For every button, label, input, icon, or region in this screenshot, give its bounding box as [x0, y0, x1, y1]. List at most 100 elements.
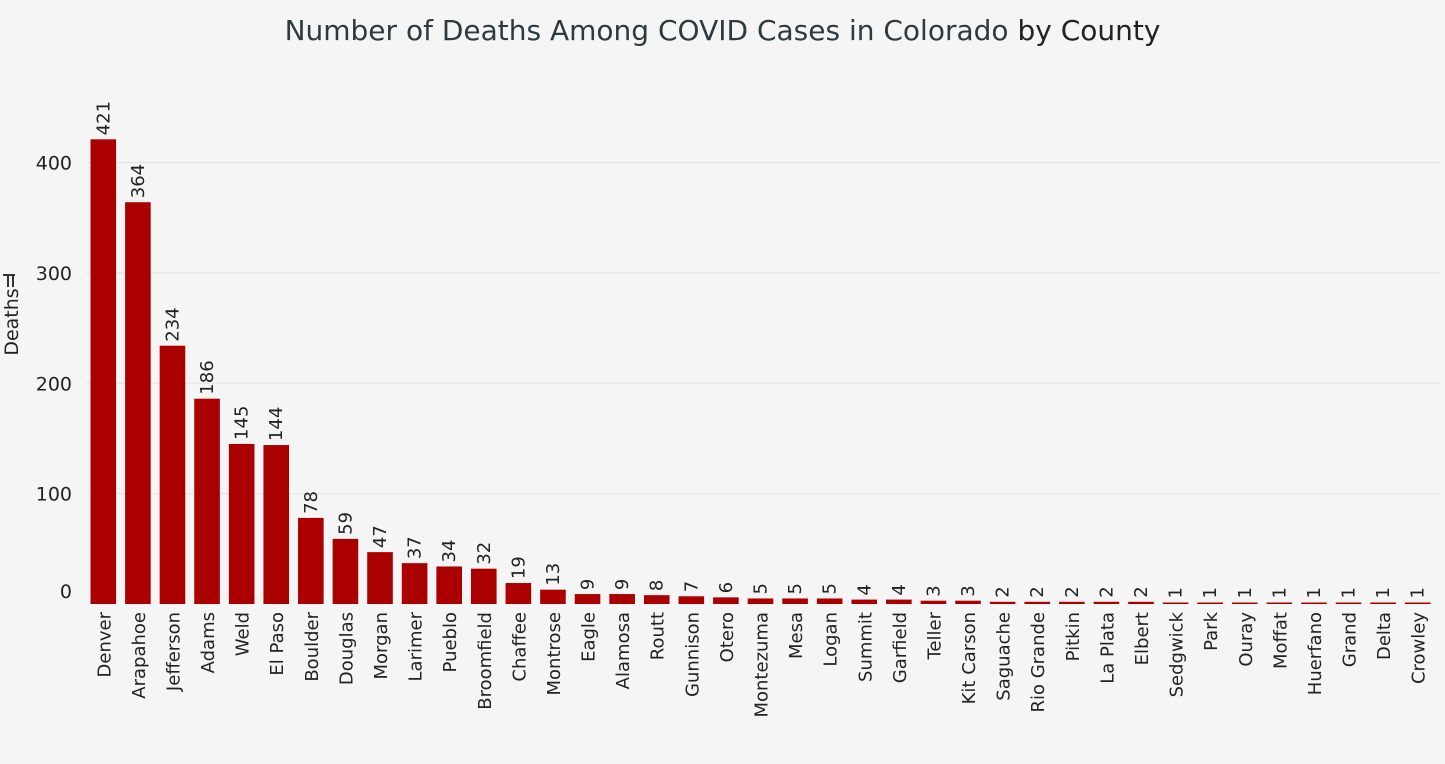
bar[interactable]	[989, 601, 1016, 604]
bar[interactable]	[782, 598, 808, 604]
bar[interactable]	[1370, 602, 1396, 605]
chart-title: Number of Deaths Among COVID Cases in Co…	[0, 14, 1445, 47]
bar[interactable]	[159, 345, 186, 604]
x-tick-label: Teller	[924, 611, 945, 660]
bar[interactable]	[643, 595, 670, 604]
bar[interactable]	[505, 583, 532, 604]
x-tick-label: Grand	[1340, 612, 1361, 667]
bar-value-label: 6	[716, 582, 737, 593]
bar[interactable]	[263, 445, 290, 604]
bar[interactable]	[816, 598, 843, 604]
chart-title-tail: by County	[1017, 14, 1161, 47]
bar[interactable]	[1024, 601, 1051, 604]
x-tick-label: Summit	[855, 612, 876, 682]
bar[interactable]	[1093, 601, 1120, 604]
x-tick-label: Arapahoe	[129, 612, 150, 699]
bar-value-label: 1	[1200, 587, 1221, 598]
bar-value-label: 421	[93, 101, 114, 135]
y-axis-ticks: 0 100 200 300 400	[36, 153, 72, 604]
bar[interactable]	[540, 589, 566, 604]
bar[interactable]	[574, 594, 601, 604]
bar-value-label: 1	[1269, 587, 1290, 598]
bar[interactable]	[1128, 601, 1154, 604]
x-tick-label: Routt	[648, 612, 669, 660]
bar-value-label: 9	[578, 579, 599, 590]
bar-value-label: 1	[1235, 587, 1256, 598]
bar[interactable]	[1301, 602, 1327, 605]
bar-value-label: 4	[889, 584, 910, 595]
x-tick-label: Logan	[821, 612, 842, 667]
y-tick-label: 400	[36, 153, 72, 175]
category-labels: Denver Arapahoe Jefferson Adams Weld El Paso B…	[94, 611, 1429, 717]
x-tick-label: Montrose	[544, 612, 565, 695]
bar-value-label: 1	[1373, 587, 1394, 598]
bar-value-label: 34	[439, 540, 460, 563]
gridlines	[86, 162, 1440, 495]
bar-value-label: 2	[1027, 586, 1048, 597]
bar[interactable]	[228, 443, 255, 604]
bar-value-label: 59	[335, 512, 356, 535]
bar[interactable]	[609, 594, 635, 604]
x-tick-label: Otero	[717, 612, 738, 662]
x-tick-label: Broomfield	[475, 612, 496, 710]
bar[interactable]	[851, 599, 878, 604]
x-tick-label: Garfield	[890, 612, 911, 683]
bar[interactable]	[1197, 602, 1223, 605]
y-axis-label: Deaths	[1, 288, 23, 355]
x-tick-label: Pitkin	[1063, 612, 1084, 661]
bar[interactable]	[436, 566, 462, 604]
bar-value-label: 37	[405, 536, 426, 559]
bar[interactable]	[332, 538, 359, 604]
bar[interactable]	[747, 598, 774, 604]
bar[interactable]	[1162, 602, 1189, 605]
bar-value-label: 2	[1131, 586, 1152, 597]
bar[interactable]	[401, 563, 428, 604]
bar[interactable]	[955, 600, 981, 604]
bar-value-label: 1	[1304, 587, 1325, 598]
bar[interactable]	[367, 552, 393, 604]
bar-value-label: 13	[543, 563, 564, 586]
x-tick-label: El Paso	[267, 612, 288, 676]
bar[interactable]	[920, 600, 947, 604]
bar-value-label: 5	[785, 583, 806, 594]
x-tick-label: Rio Grande	[1028, 612, 1049, 713]
bar-value-label: 9	[612, 579, 633, 590]
y-tick-label: 300	[36, 263, 72, 285]
x-tick-label: Denver	[94, 611, 115, 677]
bar-value-label: 78	[301, 491, 322, 514]
x-tick-label: Elbert	[1132, 612, 1153, 665]
chart-title-main: Number of Deaths Among COVID Cases in Co…	[284, 14, 1009, 47]
bar[interactable]	[1231, 602, 1258, 605]
y-tick-label: 200	[36, 373, 72, 395]
y-tick-label: 100	[36, 484, 72, 506]
bar[interactable]	[125, 202, 151, 605]
bar-value-label: 2	[993, 586, 1014, 597]
bar[interactable]	[1059, 601, 1085, 604]
bar-value-label: 7	[681, 581, 702, 592]
bar-value-label: 32	[474, 542, 495, 565]
x-tick-label: Kit Carson	[959, 612, 980, 704]
x-tick-label: Adams	[198, 612, 219, 673]
x-tick-label: Sedgwick	[1167, 611, 1188, 697]
bar-value-label: 1	[1166, 587, 1187, 598]
bar-value-label: 144	[266, 407, 287, 441]
bar[interactable]	[713, 597, 739, 604]
bar-value-label: 186	[197, 360, 218, 394]
bar[interactable]	[298, 517, 324, 604]
bar[interactable]	[678, 596, 705, 604]
bar-value-label: 2	[1062, 586, 1083, 597]
x-tick-label: Ouray	[1236, 612, 1257, 667]
bar[interactable]	[1335, 602, 1362, 605]
bar[interactable]	[470, 568, 497, 604]
bar-value-label: 145	[232, 406, 253, 440]
x-tick-label: Morgan	[371, 612, 392, 680]
bar-value-label: 3	[923, 585, 944, 596]
bar[interactable]	[1404, 602, 1431, 605]
bar[interactable]	[90, 139, 117, 605]
x-tick-label: Mesa	[786, 612, 807, 659]
bar[interactable]	[886, 599, 912, 604]
sort-icon[interactable]	[3, 274, 15, 287]
bar[interactable]	[194, 398, 220, 604]
bar[interactable]	[1266, 602, 1293, 605]
x-tick-label: Moffat	[1270, 612, 1291, 669]
